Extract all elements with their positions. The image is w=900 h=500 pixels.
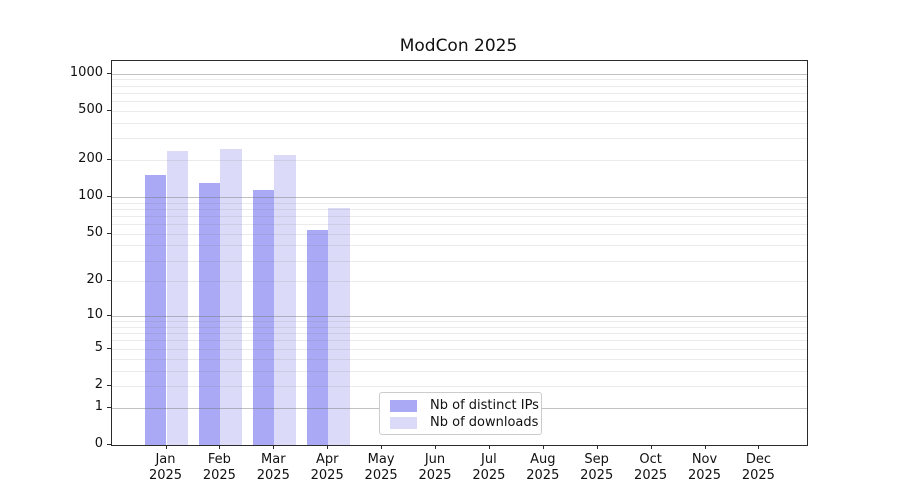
grid-line-minor (112, 111, 807, 112)
grid-line-minor (112, 321, 807, 323)
bar-downloads (220, 148, 243, 445)
y-tick-mark (107, 72, 111, 74)
y-tick-mark (107, 315, 111, 317)
x-tick-mark (165, 445, 167, 449)
legend-item-distinct-ips: Nb of distinct IPs (386, 397, 539, 414)
grid-line-minor (112, 281, 807, 283)
grid-line-minor (112, 233, 807, 235)
grid-line-major (112, 197, 807, 199)
grid-line-minor (112, 138, 807, 140)
y-tick-mark (107, 444, 111, 445)
x-tick-label: Jan 2025 (148, 452, 183, 483)
x-tick-label: Mar 2025 (256, 452, 290, 483)
x-tick-mark (704, 445, 706, 449)
x-tick-label: Oct 2025 (634, 452, 668, 483)
y-tick-mark (107, 232, 111, 234)
x-tick-mark (758, 445, 760, 449)
y-tick-mark (107, 159, 111, 161)
bar-distinct-ips (198, 183, 221, 445)
bar-distinct-ips (252, 190, 275, 445)
y-tick-label: 2 (94, 376, 103, 392)
legend-label-distinct-ips: Nb of distinct IPs (430, 398, 539, 413)
x-tick-mark (650, 445, 652, 449)
x-tick-mark (435, 445, 436, 449)
grid-line-major (112, 73, 807, 75)
legend-swatch-downloads (390, 416, 417, 429)
y-tick-label: 100 (78, 188, 103, 204)
grid-line-minor (112, 79, 807, 81)
chart-title: ModCon 2025 (399, 36, 518, 56)
grid-line-minor (112, 202, 807, 204)
x-tick-label: Jun 2025 (418, 452, 452, 483)
y-tick-label: 1 (94, 398, 103, 414)
y-tick-label: 20 (86, 272, 103, 288)
x-tick-label: Aug 2025 (526, 452, 560, 483)
grid-line-minor (112, 215, 807, 217)
y-tick-label: 5 (94, 339, 103, 355)
bar-downloads (274, 155, 296, 445)
x-tick-mark (596, 445, 598, 449)
y-tick-mark (107, 196, 111, 198)
legend: Nb of distinct IPs Nb of downloads (379, 392, 542, 435)
x-tick-label: Dec 2025 (741, 452, 775, 483)
grid-line-minor (112, 326, 807, 328)
x-tick-mark (219, 445, 221, 449)
grid-line-minor (112, 122, 807, 124)
grid-line-minor (112, 358, 807, 360)
y-tick-label: 10 (86, 307, 103, 323)
plot-area (111, 60, 808, 446)
grid-line-major (112, 316, 807, 318)
x-tick-label: Feb 2025 (202, 452, 236, 483)
y-tick-label: 500 (78, 102, 103, 117)
y-tick-label: 200 (78, 151, 103, 167)
legend-item-downloads: Nb of downloads (386, 414, 539, 431)
grid-line-minor (112, 333, 807, 335)
grid-line-minor (112, 160, 807, 162)
x-tick-mark (542, 445, 544, 449)
y-tick-mark (107, 406, 111, 408)
x-tick-mark (273, 445, 275, 449)
y-tick-label: 1000 (69, 64, 103, 80)
legend-label-downloads: Nb of downloads (430, 415, 539, 430)
grid-line-minor (112, 348, 807, 350)
y-tick-mark (107, 347, 111, 349)
bar-distinct-ips (144, 175, 167, 445)
bar-distinct-ips (306, 229, 329, 445)
grid-line-minor (112, 92, 807, 94)
grid-line-minor (112, 101, 807, 103)
y-tick-label: 0 (94, 436, 103, 451)
grid-line-minor (112, 370, 807, 372)
y-tick-mark (107, 280, 111, 282)
grid-line-minor (112, 208, 807, 210)
grid-line-minor (112, 340, 807, 342)
x-tick-mark (327, 445, 329, 449)
y-tick-mark (107, 110, 111, 111)
x-tick-label: Sep 2025 (580, 452, 614, 483)
y-tick-mark (107, 384, 111, 386)
grid-line-minor (112, 85, 807, 87)
grid-line-minor (112, 224, 807, 226)
x-tick-label: Jul 2025 (472, 452, 506, 483)
x-tick-label: Apr 2025 (310, 452, 344, 483)
bar-downloads (328, 207, 350, 445)
grid-line-minor (112, 260, 807, 262)
x-tick-mark (381, 445, 383, 449)
x-tick-label: Nov 2025 (687, 452, 722, 483)
grid-line-minor (112, 385, 807, 387)
bar-downloads (166, 150, 189, 445)
y-tick-label: 50 (86, 224, 103, 240)
grid-line-minor (112, 245, 807, 247)
x-tick-label: May 2025 (364, 452, 398, 483)
legend-swatch-distinct-ips (390, 399, 417, 412)
x-tick-mark (488, 445, 490, 449)
